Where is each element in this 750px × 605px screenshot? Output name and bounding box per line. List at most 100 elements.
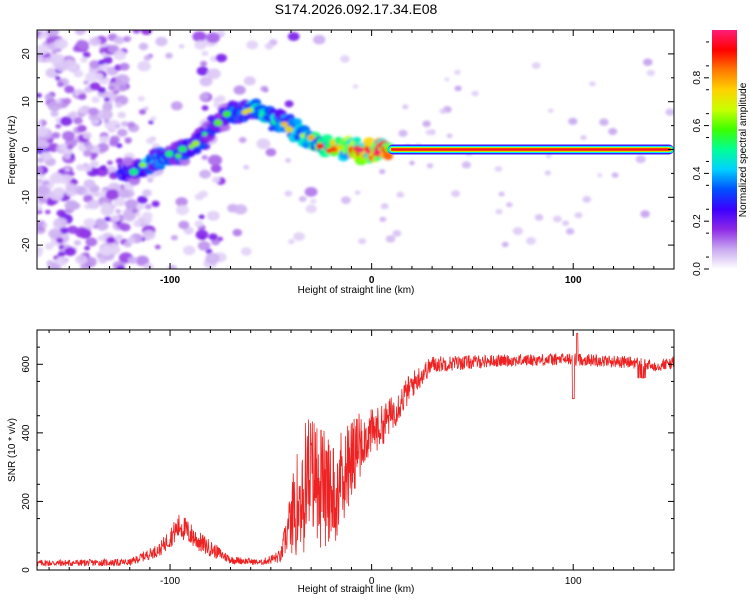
noise-speck	[209, 255, 216, 261]
noise-speck	[201, 105, 209, 111]
snr-panel: -100 0 100 0 200 400 600 Height of straight li…	[7, 329, 675, 595]
noise-speck	[55, 256, 68, 266]
ridge-core	[355, 146, 364, 153]
noise-speck	[75, 254, 88, 265]
ridge-core	[222, 110, 231, 118]
spectrogram-marks	[37, 30, 674, 269]
ridge-core	[284, 126, 294, 133]
noise-speck	[232, 228, 243, 237]
noise-speck	[82, 164, 93, 172]
noise-speck	[110, 214, 121, 223]
noise-speck	[439, 108, 447, 114]
noise-speck	[51, 132, 61, 139]
spectrogram-xtick-label: -100	[160, 275, 180, 286]
noise-speck	[194, 40, 207, 50]
noise-speck	[50, 110, 59, 117]
noise-speck	[73, 240, 82, 246]
ridge-core	[374, 149, 382, 155]
noise-speck	[100, 165, 107, 171]
noise-speck	[215, 53, 227, 63]
noise-speck	[284, 100, 294, 108]
spectrogram-ridge	[115, 98, 394, 186]
snr-ytick-label: 400	[21, 424, 32, 441]
noise-speck	[82, 132, 92, 140]
noise-speck	[426, 163, 434, 169]
noise-speck	[38, 173, 46, 179]
noise-speck	[385, 235, 396, 243]
noise-speck	[216, 95, 226, 103]
ridge-core	[129, 168, 139, 176]
ridge-core	[245, 107, 253, 114]
colorbar-tick-label: 0.8	[692, 70, 703, 84]
noise-speck	[170, 101, 183, 111]
noise-speck	[99, 245, 114, 256]
noise-speck	[210, 164, 222, 173]
noise-speck	[454, 69, 461, 75]
snr-x-title: Height of straight line (km)	[298, 584, 415, 595]
colorbar-ticks: 0.0 0.2 0.4 0.6 0.8	[692, 41, 709, 276]
noise-speck	[313, 34, 326, 45]
noise-speck	[304, 187, 318, 197]
ridge-core	[316, 143, 324, 150]
noise-speck	[136, 203, 145, 210]
noise-speck	[199, 76, 213, 87]
noise-speck	[117, 128, 128, 137]
noise-speck	[287, 32, 300, 41]
noise-speck	[37, 185, 49, 195]
noise-speck	[90, 151, 99, 158]
noise-speck	[93, 192, 101, 197]
noise-speck	[109, 139, 119, 147]
noise-speck	[213, 102, 220, 108]
noise-speck	[243, 76, 256, 86]
noise-speck	[64, 167, 71, 172]
noise-speck	[137, 60, 151, 72]
noise-speck	[55, 98, 62, 104]
noise-speck	[580, 135, 587, 141]
noise-speck	[211, 176, 221, 184]
snr-y-title: SNR (10 * v/v)	[7, 418, 18, 482]
noise-speck	[142, 189, 152, 197]
ridge-blob	[299, 125, 310, 133]
noise-speck	[100, 202, 112, 211]
noise-speck	[54, 38, 68, 50]
noise-speck	[643, 58, 653, 66]
noise-speck	[48, 228, 62, 239]
noise-speck	[201, 155, 208, 160]
ridge-core	[178, 145, 187, 153]
spectrogram-ytick-label: 20	[21, 48, 32, 60]
noise-speck	[89, 82, 101, 91]
noise-speck	[599, 118, 609, 126]
noise-speck	[192, 31, 207, 42]
noise-speck	[471, 90, 479, 97]
noise-speck	[39, 30, 45, 33]
noise-speck	[142, 211, 153, 220]
spectrogram-ytick-label: 10	[21, 96, 32, 108]
noise-speck	[67, 225, 79, 234]
noise-speck	[83, 80, 89, 85]
noise-speck	[194, 220, 204, 228]
noise-speck	[57, 81, 64, 88]
noise-speck	[144, 203, 152, 210]
noise-speck	[170, 235, 178, 241]
noise-speck	[44, 209, 51, 215]
noise-speck	[89, 60, 100, 69]
noise-speck	[246, 40, 259, 50]
noise-speck	[137, 95, 145, 102]
noise-speck	[293, 232, 305, 241]
snr-series-line	[37, 333, 674, 567]
ridge-core	[307, 134, 316, 141]
spectrogram-ytick-label: 0	[21, 146, 32, 152]
noise-speck	[59, 227, 69, 235]
tone-line	[387, 144, 674, 155]
ridge-core	[213, 119, 223, 127]
noise-speck	[150, 116, 157, 121]
noise-speck	[197, 241, 211, 251]
noise-speck	[446, 133, 453, 139]
ridge-blob	[219, 123, 231, 132]
colorbar-tick-label: 0.0	[692, 262, 703, 276]
noise-speck	[288, 239, 295, 245]
noise-speck	[305, 204, 317, 214]
noise-speck	[115, 124, 121, 129]
noise-speck	[265, 148, 277, 157]
